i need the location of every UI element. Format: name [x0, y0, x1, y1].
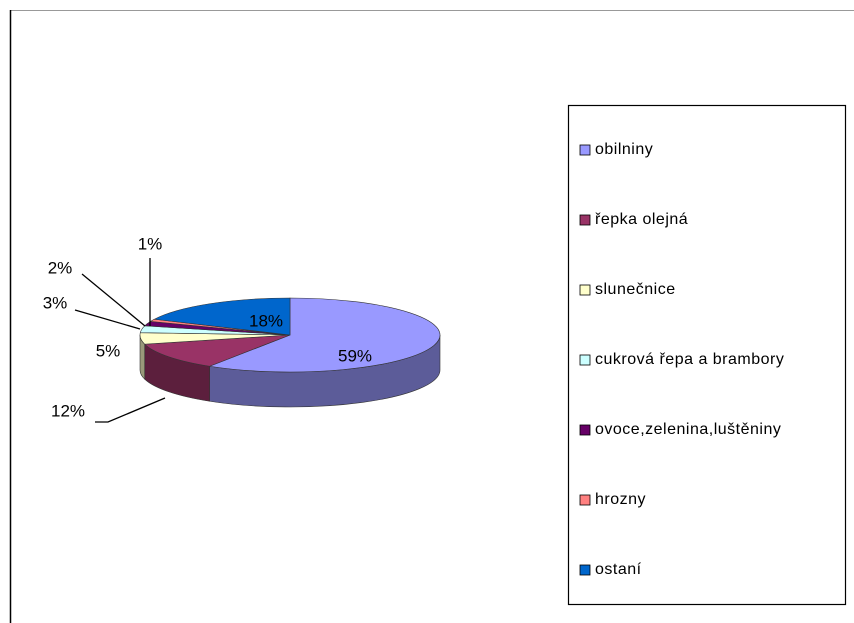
- legend-box: [567, 104, 847, 606]
- data-label: 12%: [51, 401, 85, 420]
- legend-label: ostaní: [595, 561, 642, 578]
- data-label: 5%: [96, 341, 121, 360]
- legend-label: slunečnice: [595, 281, 676, 298]
- legend-swatch: [579, 354, 591, 366]
- legend-label: obilniny: [595, 141, 653, 158]
- leader-line: [74, 309, 141, 330]
- legend-label: cukrová řepa a brambory: [595, 351, 784, 368]
- data-label: 59%: [338, 346, 372, 365]
- data-label: 1%: [138, 234, 163, 253]
- slice: [153, 297, 291, 336]
- legend-swatch: [579, 494, 591, 506]
- legend-label: ovoce,zelenina,luštěniny: [595, 421, 781, 438]
- data-label: 3%: [43, 293, 68, 312]
- data-label: 18%: [249, 311, 283, 330]
- legend-swatch: [579, 424, 591, 436]
- legend-swatch: [579, 284, 591, 296]
- legend-swatch: [579, 144, 591, 156]
- legend-swatch: [579, 214, 591, 226]
- leader-line: [81, 273, 146, 327]
- legend-label: řepka olejná: [595, 211, 688, 228]
- slice: [144, 334, 291, 367]
- legend-label: hrozny: [595, 491, 646, 508]
- data-label: 2%: [48, 258, 73, 277]
- slice: [208, 297, 441, 373]
- leader-line: [95, 397, 166, 423]
- legend-swatch: [579, 564, 591, 576]
